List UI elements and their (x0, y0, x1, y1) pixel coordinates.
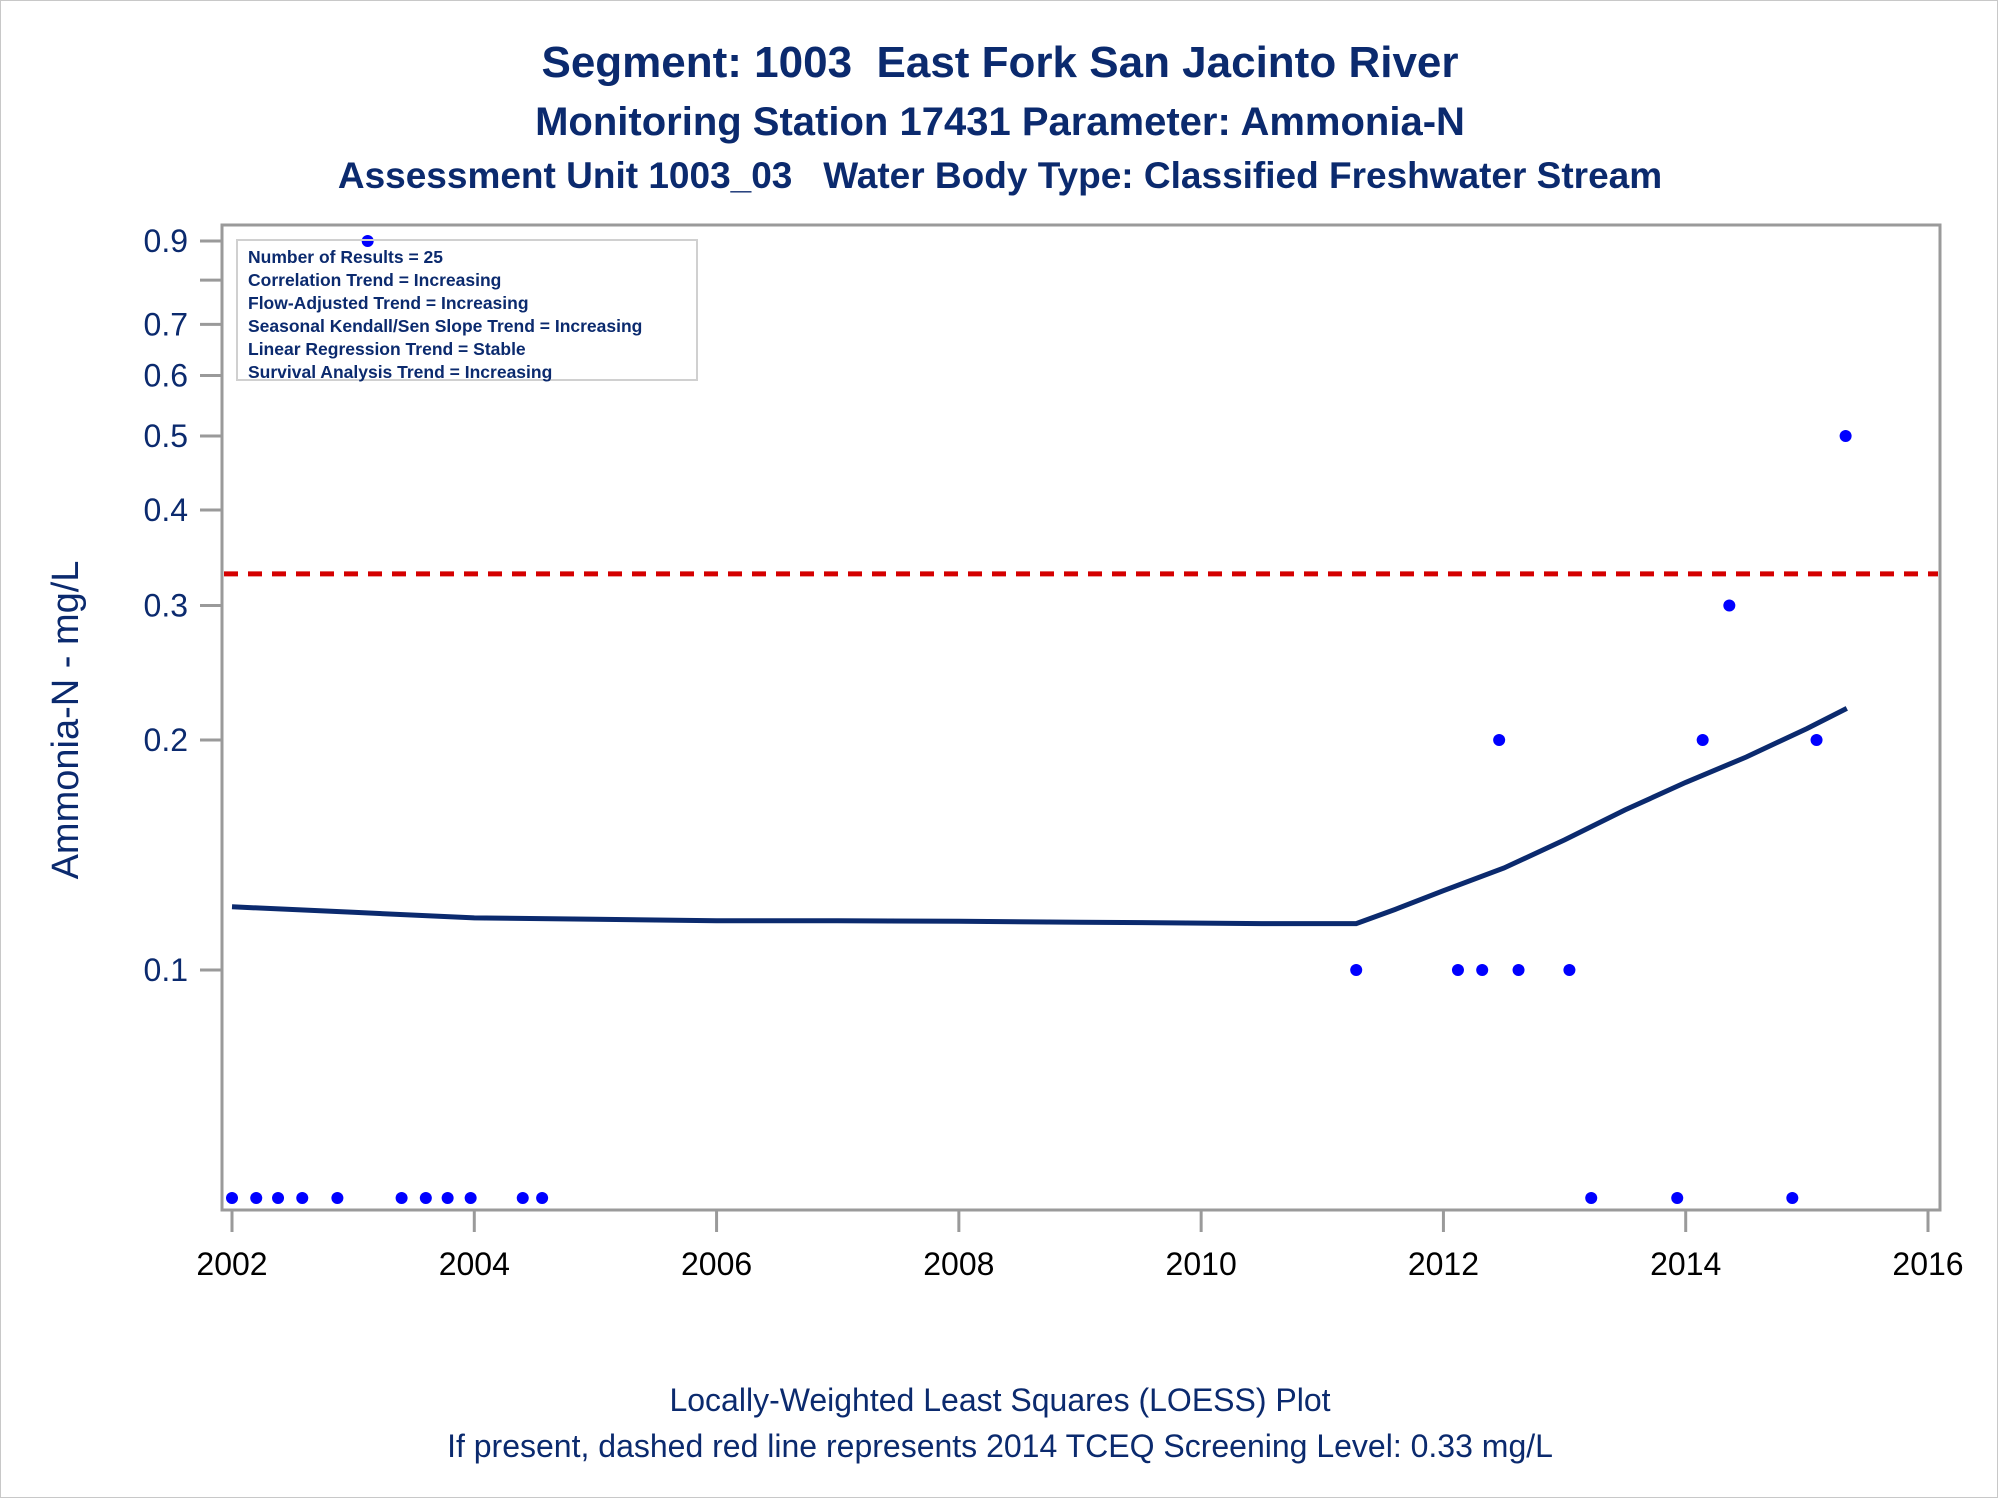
data-point (441, 1192, 454, 1204)
y-tick-label: 0.2 (144, 722, 188, 758)
x-axis: 2002 2004 2006 2008 2010 2012 2014 2016 (196, 1210, 1964, 1282)
data-point (1671, 1192, 1684, 1204)
data-point (1723, 599, 1736, 612)
chart-subtitle-station: Monitoring Station 17431 Parameter: Ammo… (535, 100, 1465, 144)
legend-flow-adjusted-trend: Flow-Adjusted Trend = Increasing (248, 293, 529, 313)
data-point (1563, 964, 1576, 976)
data-point (1350, 964, 1363, 976)
legend-survival-analysis-trend: Survival Analysis Trend = Increasing (248, 362, 553, 382)
x-tick-label: 2008 (923, 1246, 994, 1282)
data-point (272, 1192, 285, 1204)
y-tick-label: 0.6 (144, 358, 188, 394)
y-tick-label: 0.1 (144, 952, 188, 988)
legend-correlation-trend: Correlation Trend = Increasing (248, 270, 502, 290)
data-point (1786, 1192, 1799, 1204)
legend-linear-regression-trend: Linear Regression Trend = Stable (248, 339, 526, 359)
plot-area (220, 223, 1942, 1212)
data-point (1493, 734, 1506, 747)
x-tick-label: 2016 (1892, 1246, 1963, 1282)
y-tick-label: 0.7 (144, 306, 188, 342)
data-point (250, 1192, 263, 1204)
data-point (361, 235, 374, 247)
legend-results-count: Number of Results = 25 (248, 247, 443, 267)
data-point (464, 1192, 477, 1204)
x-tick-label: 2002 (196, 1246, 267, 1282)
y-tick-label: 0.9 (144, 223, 188, 259)
data-point (1810, 734, 1823, 747)
x-tick-label: 2006 (681, 1246, 752, 1282)
x-tick-label: 2010 (1166, 1246, 1237, 1282)
data-point (536, 1192, 549, 1204)
y-tick-label: 0.5 (144, 418, 188, 454)
data-point (1585, 1192, 1598, 1204)
y-tick-label: 0.4 (144, 492, 188, 528)
footnote-loess: Locally-Weighted Least Squares (LOESS) P… (669, 1382, 1331, 1418)
y-axis: 0.1 0.2 0.3 0.4 0.5 0.6 0.7 0.9 (144, 223, 222, 988)
x-tick-label: 2014 (1650, 1246, 1721, 1282)
data-points (226, 235, 1852, 1204)
data-point (419, 1192, 432, 1204)
x-tick-label: 2004 (439, 1246, 510, 1282)
chart-subtitle-assessment: Assessment Unit 1003_03 Water Body Type:… (337, 155, 1663, 196)
data-point (1512, 964, 1525, 976)
trend-legend: Number of Results = 25 Correlation Trend… (236, 239, 698, 382)
data-point (1476, 964, 1489, 976)
data-point (296, 1192, 309, 1204)
data-point (395, 1192, 408, 1204)
data-point (516, 1192, 529, 1204)
data-point (1696, 734, 1709, 747)
data-point (226, 1192, 238, 1204)
chart-title: Segment: 1003 East Fork San Jacinto Rive… (541, 38, 1459, 87)
footnote-screening-level: If present, dashed red line represents 2… (447, 1428, 1553, 1464)
loess-curve (231, 706, 1848, 927)
x-tick-label: 2012 (1408, 1246, 1479, 1282)
data-point (1839, 430, 1852, 443)
y-tick-label: 0.3 (144, 588, 188, 624)
y-axis-label: Ammonia-N - mg/L (45, 561, 87, 880)
data-point (1451, 964, 1464, 976)
data-point (331, 1192, 344, 1204)
legend-seasonal-kendall-trend: Seasonal Kendall/Sen Slope Trend = Incre… (248, 316, 643, 336)
